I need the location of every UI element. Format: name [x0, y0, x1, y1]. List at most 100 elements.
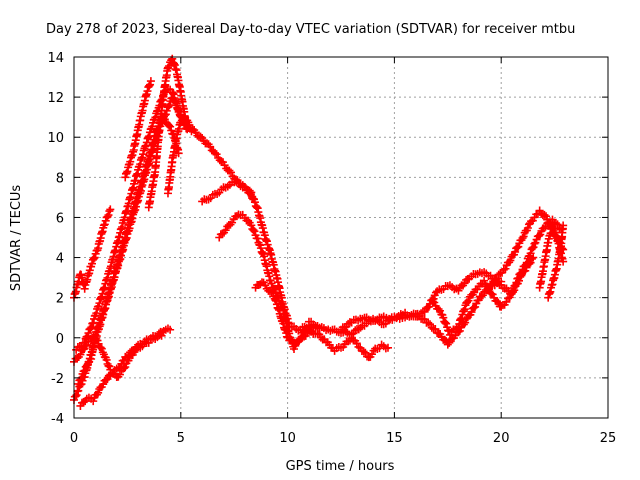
- data-point: [80, 338, 89, 347]
- data-point: [165, 121, 174, 130]
- grid-lines: [74, 57, 608, 418]
- data-point: [467, 308, 476, 317]
- axis-ticks: [73, 56, 609, 419]
- data-point: [250, 198, 259, 207]
- data-point: [87, 323, 96, 332]
- data-point: [442, 319, 451, 328]
- y-tick-label: 12: [47, 91, 64, 106]
- data-point: [522, 258, 531, 267]
- x-tick-label: 20: [493, 431, 510, 446]
- data-point: [124, 356, 133, 365]
- data-point: [519, 232, 528, 241]
- data-point: [471, 302, 480, 311]
- y-tick-label: 2: [56, 292, 64, 307]
- y-tick-labels: -4 -2 0 2 4 6 8 10 12 14: [47, 51, 64, 427]
- data-point: [151, 113, 160, 122]
- data-point: [441, 318, 450, 327]
- y-tick-label: 10: [47, 131, 64, 146]
- data-point: [105, 362, 114, 371]
- series-pass-l: [251, 278, 392, 362]
- data-point: [100, 220, 109, 229]
- x-tick-label: 15: [386, 431, 403, 446]
- y-axis-label: SDTVAR / TECUs: [9, 185, 24, 292]
- data-point: [535, 231, 544, 240]
- data-point: [106, 205, 115, 214]
- data-point: [523, 223, 532, 232]
- data-point: [146, 77, 155, 86]
- data-point: [514, 242, 523, 251]
- series-pass-f: [144, 54, 190, 212]
- data-point: [531, 238, 540, 247]
- data-point: [94, 388, 103, 397]
- data-point: [171, 65, 180, 74]
- data-point: [166, 122, 175, 131]
- data-point: [165, 62, 174, 71]
- data-point: [559, 221, 568, 230]
- x-tick-label: 25: [600, 431, 617, 446]
- data-point: [511, 247, 520, 256]
- data-point: [530, 239, 539, 248]
- data-point: [99, 221, 108, 230]
- data-point: [480, 276, 489, 285]
- data-point: [517, 268, 526, 277]
- data-point: [170, 61, 179, 70]
- data-point: [267, 279, 276, 288]
- data-point: [169, 59, 178, 68]
- x-tick-label: 5: [177, 431, 185, 446]
- data-point: [256, 244, 265, 253]
- data-point: [549, 224, 558, 233]
- y-tick-label: 0: [56, 332, 64, 347]
- data-point: [247, 221, 256, 230]
- data-point: [93, 336, 102, 345]
- data-point: [87, 262, 96, 271]
- data-point: [102, 355, 111, 364]
- data-point: [74, 379, 83, 388]
- y-tick-label: -2: [51, 372, 64, 387]
- data-point: [143, 87, 152, 96]
- chart-title: Day 278 of 2023, Sidereal Day-to-day VTE…: [46, 22, 575, 37]
- data-point: [247, 188, 256, 197]
- data-point: [542, 212, 551, 221]
- data-point: [89, 254, 98, 263]
- data-point: [174, 149, 183, 158]
- data-point: [157, 331, 166, 340]
- data-point: [120, 364, 129, 373]
- data-point: [84, 329, 93, 338]
- data-point: [74, 386, 83, 395]
- data-point: [80, 366, 89, 375]
- data-point: [529, 243, 538, 252]
- data-point: [536, 230, 545, 239]
- data-point: [249, 226, 258, 235]
- plot-frame: [73, 56, 609, 419]
- data-point: [97, 344, 106, 353]
- data-point: [101, 216, 110, 225]
- series-pass-e: [121, 77, 155, 182]
- data-point: [383, 343, 392, 352]
- series-pass-r: [544, 221, 568, 302]
- series-pass-b: [70, 113, 183, 366]
- data-point: [90, 253, 99, 262]
- y-tick-label: 6: [56, 211, 64, 226]
- data-point: [83, 361, 92, 370]
- data-point: [253, 234, 262, 243]
- data-point: [83, 332, 92, 341]
- data-point: [501, 264, 510, 273]
- series-pass-c: [70, 205, 115, 302]
- data-point: [88, 259, 97, 268]
- data-point: [76, 350, 85, 359]
- data-point: [96, 343, 105, 352]
- data-marks: [70, 54, 568, 410]
- data-point: [250, 195, 259, 204]
- data-point: [526, 249, 535, 258]
- data-point: [250, 227, 259, 236]
- x-tick-label: 10: [279, 431, 296, 446]
- data-point: [514, 274, 523, 283]
- y-tick-label: 8: [56, 171, 64, 186]
- x-tick-label: 0: [70, 431, 78, 446]
- data-point: [89, 397, 98, 406]
- data-point: [508, 287, 517, 296]
- x-tick-labels: 0 5 10 15 20 25: [70, 431, 616, 446]
- data-point: [252, 203, 261, 212]
- series-pass-h: [74, 331, 166, 388]
- data-point: [550, 225, 559, 234]
